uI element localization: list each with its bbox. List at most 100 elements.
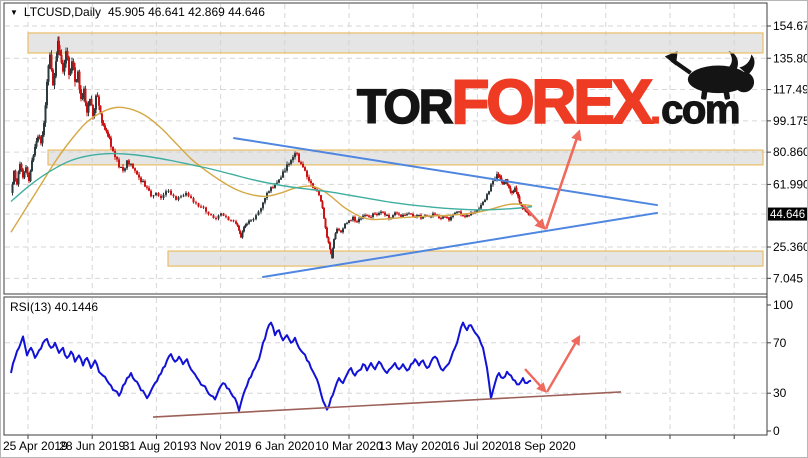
candle (83, 86, 85, 102)
candle (187, 191, 190, 198)
candle (376, 212, 378, 217)
forecast-arrow-up (544, 129, 582, 230)
symbol-period-label: LTCUSD,Daily (23, 5, 102, 19)
candle (364, 213, 366, 218)
candle (346, 221, 348, 225)
candle (225, 214, 227, 219)
candle (38, 134, 41, 140)
candle (49, 52, 51, 69)
candle (402, 213, 404, 218)
candle (308, 174, 310, 183)
candle (440, 216, 442, 221)
candle (515, 185, 518, 195)
candle (526, 210, 528, 213)
candle (19, 161, 21, 175)
candle (344, 223, 346, 229)
candle (382, 211, 384, 214)
candle (304, 166, 306, 172)
candle (326, 226, 328, 239)
axes: 154.675 135.805 117.490 99.175 80.860 61.990 2… (3, 3, 808, 453)
candle (105, 127, 108, 134)
candle (264, 197, 266, 205)
symbol-dropdown-icon[interactable]: ▼ (10, 7, 18, 17)
current-price-tag-label: 44.646 (770, 209, 805, 221)
candle (230, 219, 232, 222)
candle (71, 57, 73, 74)
logo-tor: TOR (357, 81, 453, 134)
candle (342, 227, 344, 234)
candle (205, 206, 207, 214)
candle (185, 191, 187, 197)
candle (278, 178, 280, 184)
price-axis-label: 80.860 (773, 145, 808, 159)
candle (327, 236, 330, 244)
candle (75, 78, 78, 83)
candle (248, 219, 250, 225)
candle (518, 194, 521, 204)
candle (236, 222, 239, 227)
candle (50, 50, 53, 72)
candle (132, 163, 134, 170)
candle (40, 135, 42, 146)
candle (122, 164, 124, 173)
candle (486, 192, 488, 201)
date-axis-label: 13 May 2020 (379, 439, 449, 453)
candle (81, 92, 84, 101)
candle (244, 223, 247, 229)
date-axis-label: 31 Aug 2019 (123, 439, 191, 453)
candle (246, 222, 248, 227)
candle (98, 94, 100, 111)
candle (404, 213, 406, 216)
candle (13, 170, 15, 185)
candle (59, 44, 61, 56)
price-axis-label: 135.805 (773, 51, 808, 65)
forecast-arrow-down (523, 205, 546, 230)
candle (276, 180, 278, 184)
candle (182, 193, 185, 198)
candle (499, 174, 501, 180)
candle (240, 232, 242, 239)
candle (374, 211, 376, 216)
bull-icon (664, 50, 755, 100)
candle (116, 155, 118, 163)
candle (284, 167, 286, 174)
rsi-axis-label: 100 (773, 298, 793, 312)
candle (394, 211, 396, 217)
candle (482, 200, 484, 206)
candle (517, 191, 519, 199)
lower-trendline (262, 211, 658, 279)
rsi-trendline (152, 391, 622, 418)
candle (368, 214, 370, 218)
candle (408, 211, 410, 215)
candle (484, 198, 486, 203)
candle (60, 49, 63, 65)
candle (372, 212, 374, 219)
candle (298, 152, 300, 163)
candle (31, 157, 33, 172)
candle (26, 166, 29, 178)
candle (262, 201, 264, 211)
rsi-axis-label: 0 (773, 424, 780, 438)
candle (336, 227, 338, 234)
candle (378, 211, 380, 216)
candle (215, 216, 217, 221)
candle (321, 200, 324, 209)
candle (238, 225, 240, 231)
candle (288, 162, 290, 167)
candle (120, 166, 122, 168)
candle (280, 175, 282, 180)
candle (380, 210, 382, 215)
candle (138, 171, 140, 181)
candle (352, 215, 354, 222)
candle (338, 227, 340, 232)
rsi-indicator-label: RSI(13) 40.1446 (10, 300, 99, 314)
candle (257, 210, 260, 216)
candle (286, 161, 288, 173)
candle (65, 47, 67, 68)
candle (190, 194, 192, 199)
ohlc-values: 45.905 46.641 42.869 44.646 (108, 5, 265, 19)
candle (460, 209, 462, 217)
candle (148, 185, 150, 192)
